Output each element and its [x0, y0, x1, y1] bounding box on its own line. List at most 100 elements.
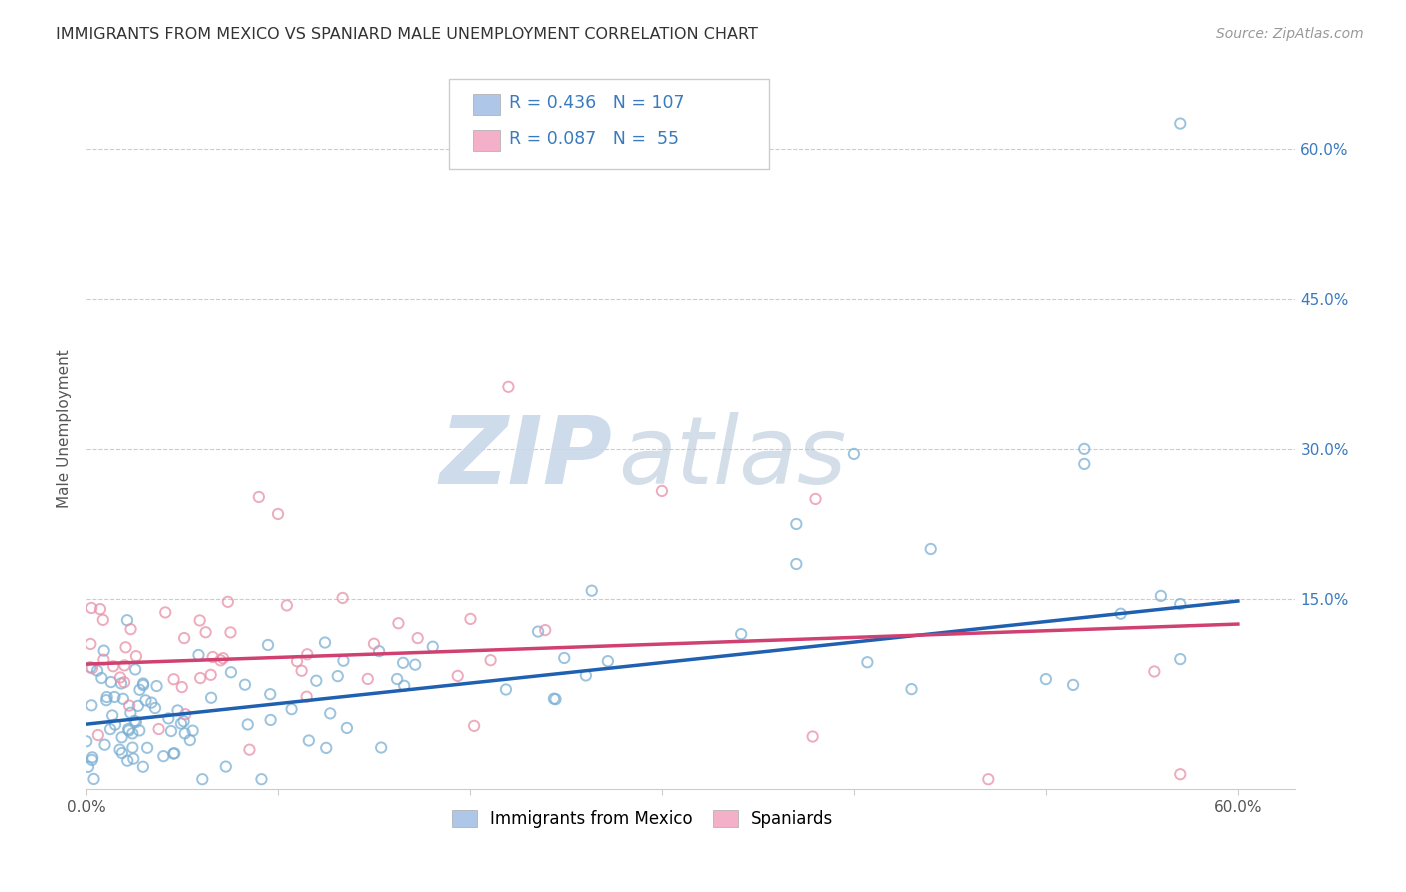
Point: [127, 698, 149, 713]
Point: [80, 601, 103, 615]
Point: [1150, 589, 1173, 603]
Point: [155, 606, 177, 620]
Point: [247, 490, 270, 504]
Point: [920, 541, 942, 556]
Point: [174, 707, 197, 722]
Point: [194, 625, 217, 640]
Point: [122, 751, 145, 765]
Point: [170, 716, 193, 731]
Point: [315, 740, 337, 755]
Point: [363, 637, 385, 651]
Point: [125, 649, 148, 664]
Point: [544, 692, 567, 706]
Point: [163, 746, 186, 760]
Bar: [472, 129, 499, 152]
Text: ZIP: ZIP: [439, 412, 612, 504]
Point: [89, 602, 111, 616]
Point: [404, 657, 426, 672]
FancyBboxPatch shape: [449, 79, 769, 169]
Point: [280, 702, 302, 716]
Point: [387, 616, 409, 631]
Point: [87, 728, 110, 742]
Point: [385, 672, 408, 686]
Point: [96, 690, 118, 704]
Point: [209, 653, 232, 667]
Point: [534, 623, 557, 637]
Point: [651, 483, 673, 498]
Point: [553, 651, 575, 665]
Point: [219, 625, 242, 640]
Point: [128, 723, 150, 738]
Point: [291, 664, 314, 678]
Point: [103, 690, 125, 704]
Point: [479, 653, 502, 667]
Point: [298, 733, 321, 747]
Point: [179, 733, 201, 747]
Point: [173, 726, 195, 740]
Point: [80, 753, 103, 767]
Point: [98, 722, 121, 736]
Point: [257, 638, 280, 652]
Point: [200, 668, 222, 682]
Point: [162, 747, 184, 761]
Point: [124, 714, 146, 728]
Point: [79, 660, 101, 674]
Point: [575, 668, 598, 682]
Point: [101, 659, 124, 673]
Point: [157, 711, 180, 725]
Point: [191, 772, 214, 787]
Point: [368, 644, 391, 658]
Point: [1168, 767, 1191, 781]
Point: [117, 722, 139, 736]
Point: [804, 491, 827, 506]
Point: [201, 650, 224, 665]
Text: R = 0.087   N =  55: R = 0.087 N = 55: [509, 130, 679, 148]
Point: [285, 654, 308, 668]
Point: [110, 676, 132, 690]
Point: [80, 661, 103, 675]
Point: [1062, 678, 1084, 692]
Point: [200, 690, 222, 705]
Point: [152, 749, 174, 764]
Point: [101, 708, 124, 723]
Point: [188, 671, 211, 685]
Point: [527, 624, 550, 639]
Point: [219, 665, 242, 680]
Point: [136, 740, 159, 755]
Point: [276, 599, 298, 613]
Point: [132, 678, 155, 692]
Point: [80, 698, 103, 713]
Point: [145, 679, 167, 693]
Point: [134, 693, 156, 707]
Point: [82, 750, 104, 764]
Point: [236, 717, 259, 731]
Text: atlas: atlas: [619, 412, 846, 503]
Point: [1073, 442, 1095, 456]
Text: R = 0.436   N = 107: R = 0.436 N = 107: [509, 95, 685, 112]
Point: [141, 696, 163, 710]
Point: [160, 724, 183, 739]
Point: [124, 662, 146, 676]
Point: [112, 675, 135, 690]
Point: [1168, 597, 1191, 611]
Point: [162, 672, 184, 686]
Point: [111, 691, 134, 706]
Point: [118, 698, 141, 713]
Point: [110, 731, 132, 745]
Point: [115, 754, 138, 768]
Point: [422, 640, 444, 654]
Point: [121, 726, 143, 740]
Point: [111, 746, 134, 760]
Point: [170, 680, 193, 694]
Point: [1109, 607, 1132, 621]
Point: [394, 679, 416, 693]
Point: [79, 637, 101, 651]
Point: [498, 380, 520, 394]
Bar: [472, 94, 499, 115]
Point: [148, 722, 170, 736]
Point: [900, 682, 922, 697]
Point: [212, 651, 235, 665]
Point: [90, 671, 112, 685]
Point: [115, 613, 138, 627]
Point: [842, 447, 865, 461]
